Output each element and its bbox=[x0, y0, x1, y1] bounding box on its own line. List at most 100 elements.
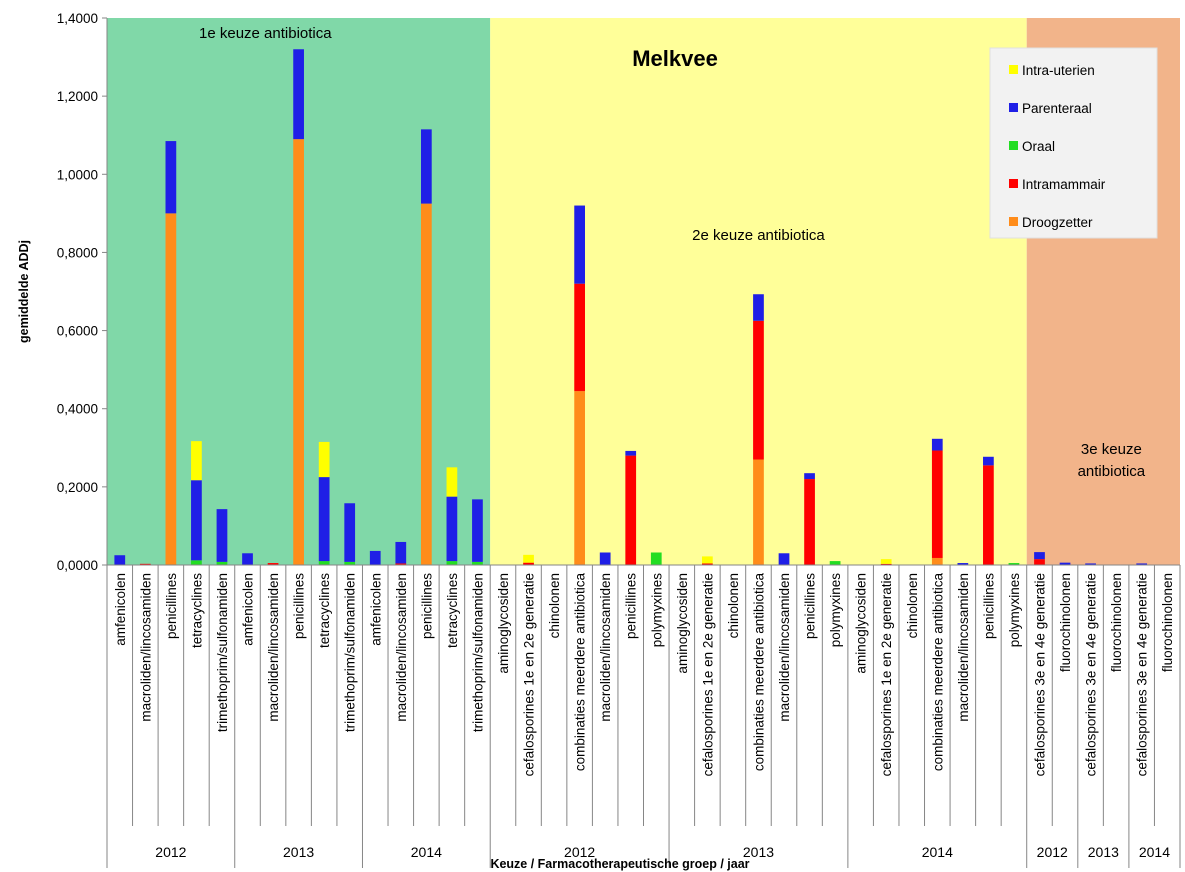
bar-segment-oraal-22 bbox=[650, 552, 662, 565]
y-axis-title: gemiddelde ADDj bbox=[17, 240, 31, 343]
y-tick-label: 0,6000 bbox=[57, 324, 98, 339]
zone-label-3: 3e keuze antibiotica bbox=[1078, 441, 1146, 480]
bar-segment-oraal-4 bbox=[191, 560, 202, 565]
legend: Intra-uterien Parenteraal Oraal Intramammai… bbox=[989, 47, 1158, 239]
bar-segment-parenteraal-4 bbox=[191, 480, 202, 561]
category-label: cefalosporines 3e en 4e generatie bbox=[1032, 573, 1047, 776]
bar-segment-droogzetter-33 bbox=[931, 557, 943, 565]
year-label: 2012 bbox=[155, 844, 186, 860]
category-label: macroliden/lincosamiden bbox=[777, 573, 792, 722]
bar-segment-intra-uterien-14 bbox=[446, 467, 458, 497]
bar-segment-parenteraal-41 bbox=[1136, 563, 1148, 565]
bar-segment-parenteraal-3 bbox=[165, 141, 177, 214]
bar-segment-intra-uterien-17 bbox=[523, 554, 534, 563]
zone-label-line: 1e keuze antibiotica bbox=[199, 25, 332, 42]
year-label: 2014 bbox=[922, 844, 953, 860]
year-label: 2013 bbox=[743, 844, 774, 860]
y-tick-label: 1,0000 bbox=[57, 167, 98, 182]
zone-label-2: 2e keuze antibiotica bbox=[692, 227, 825, 244]
bar-segment-intramammair-31 bbox=[880, 563, 892, 565]
bar-segment-droogzetter-26 bbox=[753, 459, 764, 565]
category-label: polymyxines bbox=[649, 573, 664, 648]
bar-segment-parenteraal-11 bbox=[369, 550, 381, 565]
bar-segment-parenteraal-5 bbox=[216, 509, 228, 562]
bar-segment-droogzetter-19 bbox=[574, 391, 585, 565]
year-label: 2013 bbox=[1088, 844, 1119, 860]
bar-segment-parenteraal-10 bbox=[344, 503, 356, 562]
legend-entry-intramammair: Intramammair bbox=[1022, 177, 1106, 192]
year-label: 2013 bbox=[283, 844, 314, 860]
category-label: aminoglycosiden bbox=[854, 573, 869, 674]
legend-entry-droogzetter: Droogzetter bbox=[1022, 215, 1093, 230]
category-label: penicillines bbox=[803, 573, 818, 639]
category-label: combinaties meerdere antibiotica bbox=[573, 573, 588, 772]
bar-segment-oraal-15 bbox=[472, 561, 483, 565]
bar-segment-oraal-5 bbox=[216, 561, 228, 565]
bar-segment-intramammair-28 bbox=[804, 479, 815, 565]
bar-segment-droogzetter-8 bbox=[293, 139, 304, 565]
bar-segment-parenteraal-8 bbox=[293, 49, 304, 140]
category-label: combinaties meerdere antibiotica bbox=[751, 573, 766, 772]
bar-segment-intra-uterien-31 bbox=[880, 559, 892, 564]
category-label: aminoglycosiden bbox=[496, 573, 511, 674]
category-label: aminoglycosiden bbox=[675, 573, 690, 674]
category-label: combinaties meerdere antibiotica bbox=[930, 573, 945, 772]
zone-label-line: 2e keuze antibiotica bbox=[692, 227, 825, 244]
bar-segment-intramammair-24 bbox=[702, 563, 713, 565]
bar-segment-droogzetter-13 bbox=[420, 203, 432, 565]
legend-entry-intra-uterien: Intra-uterien bbox=[1022, 63, 1095, 78]
y-tick-label: 0,4000 bbox=[57, 402, 98, 417]
bar-segment-parenteraal-35 bbox=[983, 456, 994, 466]
bar-segment-parenteraal-33 bbox=[931, 438, 943, 451]
legend-swatch-parenteraal bbox=[1009, 103, 1018, 112]
bar-segment-intramammair-35 bbox=[983, 465, 994, 565]
bar-segment-intramammair-19 bbox=[574, 283, 585, 392]
category-label: macroliden/lincosamiden bbox=[956, 573, 971, 722]
bar-segment-parenteraal-15 bbox=[472, 499, 483, 562]
labels: 1e keuze antibiotica 2e keuze antibiotica… bbox=[113, 25, 1175, 871]
category-label: fluorochinolonen bbox=[1058, 573, 1073, 672]
bar-segment-intramammair-2 bbox=[139, 563, 151, 565]
bar-segment-parenteraal-6 bbox=[242, 553, 253, 565]
bar-segment-parenteraal-38 bbox=[1059, 562, 1071, 565]
bar-segment-parenteraal-39 bbox=[1085, 563, 1096, 565]
category-label: trimethoprim/sulfonamiden bbox=[343, 573, 358, 732]
category-label: fluorochinolonen bbox=[1109, 573, 1124, 672]
category-label: cefalosporines 1e en 2e generatie bbox=[522, 573, 537, 776]
bar-segment-oraal-9 bbox=[318, 561, 330, 565]
bar-segment-intramammair-7 bbox=[267, 563, 279, 565]
category-label: penicillines bbox=[419, 573, 434, 639]
bar-segment-parenteraal-1 bbox=[114, 555, 126, 565]
bar-segment-intra-uterien-9 bbox=[318, 441, 330, 478]
year-label: 2014 bbox=[411, 844, 442, 860]
bars bbox=[114, 49, 1148, 565]
bar-segment-oraal-14 bbox=[446, 561, 458, 565]
bar-segment-intramammair-26 bbox=[753, 320, 764, 460]
bar-segment-intramammair-12 bbox=[395, 563, 407, 565]
category-label: cefalosporines 3e en 4e generatie bbox=[1135, 573, 1150, 776]
year-label: 2012 bbox=[564, 844, 595, 860]
bar-segment-oraal-29 bbox=[829, 561, 841, 565]
category-label: trimethoprim/sulfonamiden bbox=[215, 573, 230, 732]
bar-segment-parenteraal-37 bbox=[1034, 552, 1045, 560]
zone-label-line: 3e keuze bbox=[1081, 441, 1142, 458]
bar-segment-oraal-10 bbox=[344, 561, 356, 565]
category-label: penicillines bbox=[981, 573, 996, 639]
legend-entry-oraal: Oraal bbox=[1022, 139, 1055, 154]
category-label: fluorochinolonen bbox=[1160, 573, 1175, 672]
bar-segment-parenteraal-9 bbox=[318, 477, 330, 562]
bar-segment-intra-uterien-24 bbox=[702, 556, 713, 564]
category-label: macroliden/lincosamiden bbox=[394, 573, 409, 722]
category-label: chinolonen bbox=[547, 573, 562, 638]
category-label: macroliden/lincosamiden bbox=[598, 573, 613, 722]
bar-segment-parenteraal-26 bbox=[753, 294, 764, 321]
legend-swatch-oraal bbox=[1009, 141, 1018, 150]
bar-segment-parenteraal-12 bbox=[395, 541, 407, 564]
axes: 0,0000 0,2000 0,4000 0,6000 0,8000 1,0000 1,20… bbox=[17, 11, 1181, 868]
bar-segment-intramammair-21 bbox=[625, 455, 637, 565]
category-label: macroliden/lincosamiden bbox=[138, 573, 153, 722]
zone-label-1: 1e keuze antibiotica bbox=[199, 25, 332, 42]
category-label: penicillines bbox=[292, 573, 307, 639]
bar-segment-intramammair-17 bbox=[523, 562, 534, 565]
